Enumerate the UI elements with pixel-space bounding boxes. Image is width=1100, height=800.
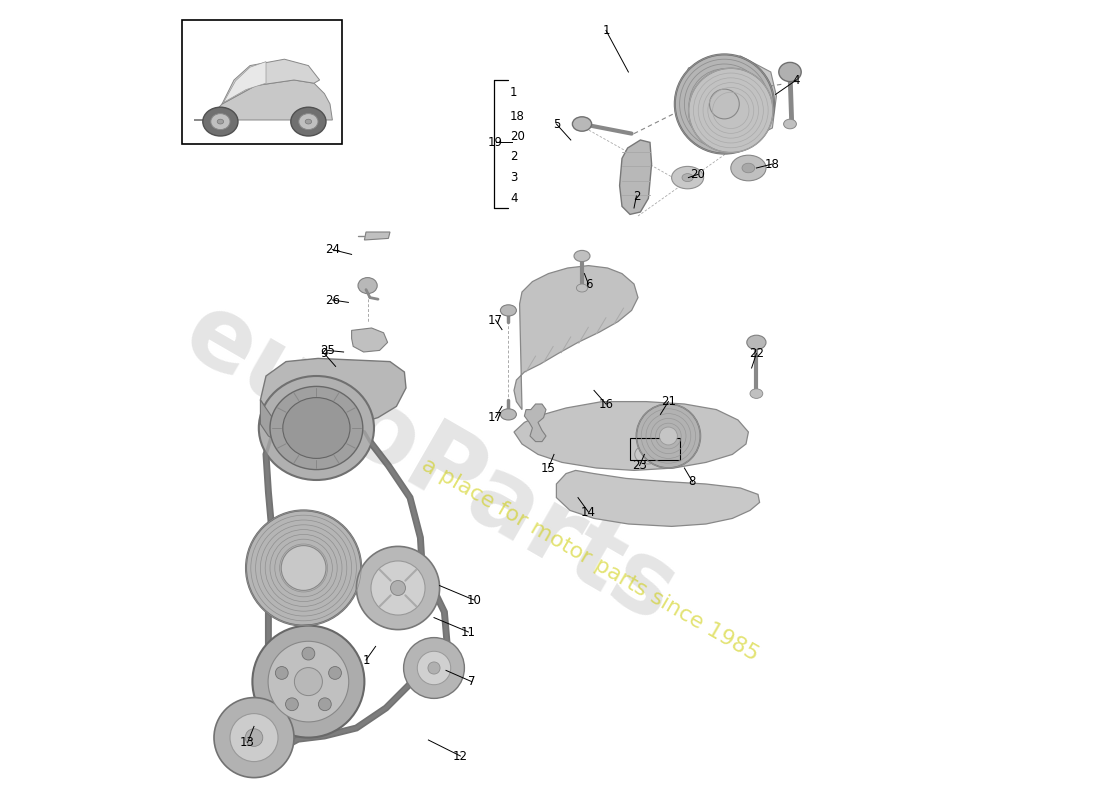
Ellipse shape — [682, 174, 693, 182]
Text: 10: 10 — [466, 594, 482, 606]
Text: 19: 19 — [488, 136, 503, 149]
Ellipse shape — [356, 546, 440, 630]
Ellipse shape — [252, 626, 364, 738]
Ellipse shape — [779, 62, 801, 82]
Text: 18: 18 — [510, 110, 525, 122]
Text: 24: 24 — [324, 243, 340, 256]
Text: a place for motor parts since 1985: a place for motor parts since 1985 — [418, 455, 762, 665]
Ellipse shape — [302, 647, 315, 660]
Text: 14: 14 — [581, 506, 596, 518]
Polygon shape — [514, 402, 748, 470]
Ellipse shape — [202, 107, 238, 136]
Polygon shape — [557, 470, 760, 526]
Polygon shape — [222, 59, 320, 104]
Ellipse shape — [576, 284, 587, 292]
Ellipse shape — [270, 386, 363, 470]
Ellipse shape — [710, 89, 739, 119]
Text: 23: 23 — [632, 459, 647, 472]
Bar — [182, 20, 342, 144]
Text: 21: 21 — [661, 395, 675, 408]
Ellipse shape — [246, 510, 361, 626]
Ellipse shape — [268, 642, 349, 722]
Text: 6: 6 — [585, 278, 592, 290]
Text: 13: 13 — [240, 736, 255, 749]
Ellipse shape — [390, 581, 406, 595]
Ellipse shape — [283, 398, 350, 458]
Ellipse shape — [358, 278, 377, 294]
Bar — [630, 438, 680, 460]
Ellipse shape — [659, 427, 678, 445]
Ellipse shape — [500, 409, 516, 420]
Ellipse shape — [747, 335, 766, 350]
Ellipse shape — [689, 68, 773, 153]
Ellipse shape — [230, 714, 278, 762]
Text: 3: 3 — [510, 171, 517, 184]
Text: 16: 16 — [598, 398, 614, 410]
Ellipse shape — [404, 638, 464, 698]
Ellipse shape — [319, 698, 331, 710]
Ellipse shape — [214, 698, 294, 778]
Ellipse shape — [500, 305, 516, 316]
Ellipse shape — [211, 114, 230, 130]
Text: 4: 4 — [793, 74, 800, 86]
Polygon shape — [352, 328, 387, 352]
Ellipse shape — [295, 667, 322, 695]
Ellipse shape — [637, 404, 701, 468]
Text: 15: 15 — [541, 462, 556, 474]
Ellipse shape — [428, 662, 440, 674]
Text: 25: 25 — [320, 344, 336, 357]
Polygon shape — [514, 266, 638, 410]
Text: 1: 1 — [362, 654, 370, 666]
Ellipse shape — [299, 114, 318, 130]
Text: 9: 9 — [321, 347, 328, 360]
Ellipse shape — [635, 445, 660, 464]
Polygon shape — [261, 400, 294, 446]
Text: 7: 7 — [468, 675, 475, 688]
Text: 2: 2 — [632, 190, 640, 202]
Ellipse shape — [290, 107, 326, 136]
Polygon shape — [619, 140, 651, 214]
Text: 1: 1 — [510, 86, 517, 98]
Text: 20: 20 — [510, 130, 525, 142]
Ellipse shape — [572, 117, 592, 131]
Ellipse shape — [258, 376, 374, 480]
Ellipse shape — [672, 166, 704, 189]
Ellipse shape — [371, 561, 425, 615]
Ellipse shape — [730, 155, 766, 181]
Ellipse shape — [275, 666, 288, 679]
Ellipse shape — [674, 54, 774, 154]
Text: 20: 20 — [691, 168, 705, 181]
Ellipse shape — [329, 666, 341, 679]
Ellipse shape — [574, 250, 590, 262]
Text: 11: 11 — [461, 626, 476, 638]
Text: 17: 17 — [488, 411, 503, 424]
Ellipse shape — [217, 119, 223, 124]
Polygon shape — [678, 56, 777, 144]
Polygon shape — [525, 404, 546, 442]
Polygon shape — [223, 62, 266, 102]
Ellipse shape — [282, 546, 326, 590]
Polygon shape — [194, 80, 332, 120]
Text: 22: 22 — [749, 347, 763, 360]
Ellipse shape — [742, 163, 755, 173]
Text: 5: 5 — [552, 118, 560, 130]
Text: 1: 1 — [603, 24, 609, 37]
Polygon shape — [261, 358, 406, 426]
Text: 17: 17 — [488, 314, 503, 326]
Ellipse shape — [245, 729, 263, 746]
Ellipse shape — [750, 389, 762, 398]
Polygon shape — [364, 232, 390, 240]
Ellipse shape — [783, 119, 796, 129]
Text: 18: 18 — [764, 158, 780, 170]
Text: 2: 2 — [510, 150, 517, 162]
Text: 12: 12 — [453, 750, 468, 762]
Text: 8: 8 — [689, 475, 696, 488]
Ellipse shape — [417, 651, 451, 685]
Text: euroParts: euroParts — [167, 284, 693, 644]
Ellipse shape — [286, 698, 298, 710]
Text: 26: 26 — [324, 294, 340, 306]
Text: 4: 4 — [510, 192, 517, 205]
Ellipse shape — [305, 119, 311, 124]
